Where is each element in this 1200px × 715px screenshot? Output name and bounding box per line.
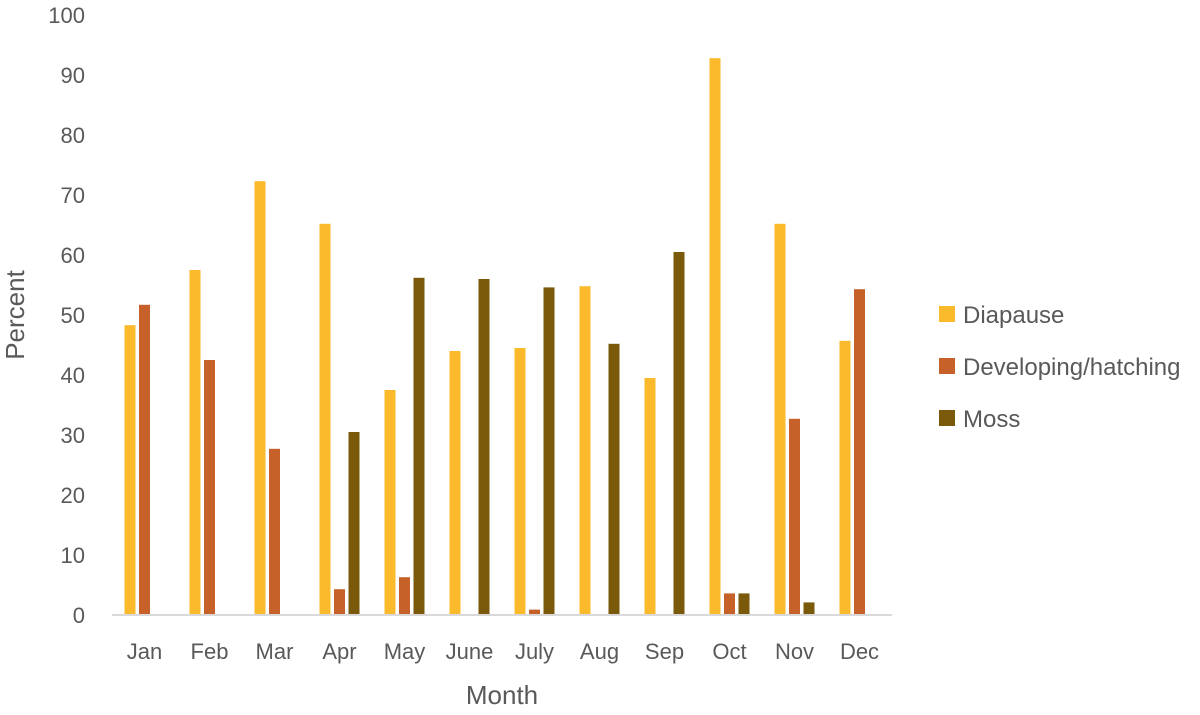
bar-moss-may <box>413 277 425 615</box>
bar-diapause-dec <box>839 340 851 615</box>
x-tick-label: Feb <box>191 639 229 664</box>
bar-diapause-mar <box>254 181 266 615</box>
bar-moss-july <box>543 287 555 615</box>
x-tick-label: June <box>446 639 494 664</box>
x-axis-title: Month <box>466 680 538 710</box>
x-tick-label: Sep <box>645 639 684 664</box>
bar-moss-oct <box>738 593 750 615</box>
y-tick-label: 30 <box>61 423 85 448</box>
y-tick-label: 60 <box>61 243 85 268</box>
bar-diapause-sep <box>644 378 656 615</box>
x-tick-label: Apr <box>322 639 356 664</box>
bar-diapause-june <box>449 351 461 615</box>
x-axis-ticks: Jan Feb Mar Apr May June July Aug Sep Oct Nov Dec <box>127 639 879 664</box>
legend-swatch <box>939 358 955 374</box>
y-tick-label: 20 <box>61 483 85 508</box>
x-tick-label: Oct <box>712 639 746 664</box>
bar-developing-hatching-july <box>529 609 540 615</box>
y-tick-label: 90 <box>61 63 85 88</box>
bar-diapause-oct <box>709 58 721 615</box>
x-tick-label: Dec <box>840 639 879 664</box>
bar-developing-hatching-oct <box>724 593 735 615</box>
legend-swatch <box>939 410 955 426</box>
bar-moss-nov <box>803 602 815 615</box>
y-tick-label: 10 <box>61 543 85 568</box>
bar-moss-apr <box>348 432 360 615</box>
bar-moss-sep <box>673 252 685 615</box>
x-tick-label: July <box>515 639 554 664</box>
bar-developing-hatching-dec <box>854 289 865 615</box>
bar-diapause-may <box>384 390 396 615</box>
legend: Diapause Developing/hatching Moss <box>939 302 1181 433</box>
y-tick-label: 80 <box>61 123 85 148</box>
x-tick-label: May <box>384 639 426 664</box>
x-tick-label: Aug <box>580 639 619 664</box>
y-tick-label: 40 <box>61 363 85 388</box>
bar-developing-hatching-jan <box>139 304 150 615</box>
y-axis-title: Percent <box>0 269 30 359</box>
bars <box>124 58 865 616</box>
bar-diapause-nov <box>774 223 786 616</box>
bar-developing-hatching-may <box>399 577 410 615</box>
bar-moss-aug <box>608 343 620 615</box>
y-tick-label: 70 <box>61 183 85 208</box>
y-tick-label: 50 <box>61 303 85 328</box>
legend-swatch <box>939 306 955 322</box>
bar-developing-hatching-apr <box>334 589 345 615</box>
x-tick-label: Jan <box>127 639 162 664</box>
bar-developing-hatching-feb <box>204 360 215 615</box>
legend-label: Diapause <box>963 302 1064 329</box>
y-tick-label: 0 <box>73 603 85 628</box>
y-axis-ticks: 0 10 20 30 40 50 60 70 80 90 100 <box>48 3 85 628</box>
legend-label: Moss <box>963 406 1020 433</box>
bar-diapause-apr <box>319 223 331 616</box>
bar-moss-june <box>478 279 490 615</box>
legend-label: Developing/hatching <box>963 354 1181 381</box>
bar-developing-hatching-mar <box>269 448 280 615</box>
bar-developing-hatching-nov <box>789 418 800 615</box>
x-tick-label: Nov <box>775 639 814 664</box>
bar-diapause-aug <box>579 286 591 615</box>
y-tick-label: 100 <box>48 3 85 28</box>
bar-diapause-feb <box>189 270 201 615</box>
x-tick-label: Mar <box>256 639 294 664</box>
bar-diapause-july <box>514 348 526 615</box>
bar-diapause-jan <box>124 325 136 615</box>
